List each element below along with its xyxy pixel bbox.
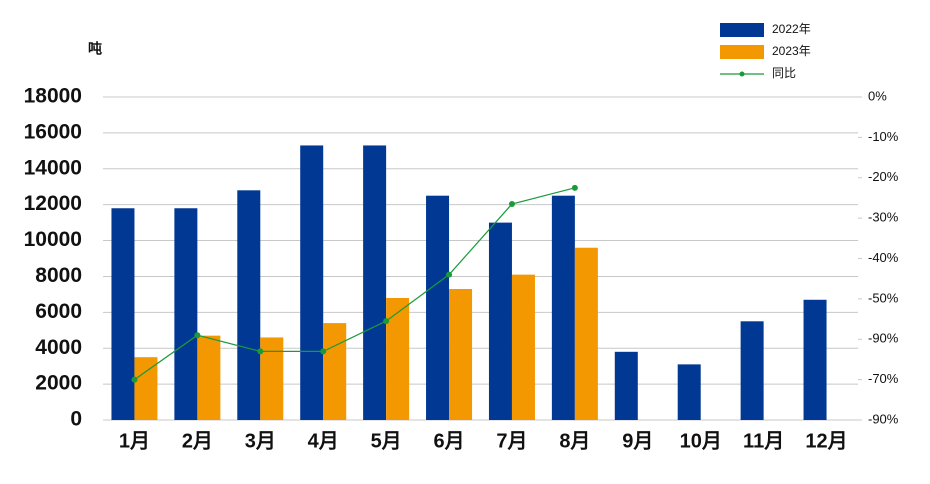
bar: [174, 208, 198, 420]
bar: [134, 357, 158, 420]
bar: [574, 247, 598, 420]
y-tick-label: 16000: [24, 120, 82, 143]
legend-label: 2023年: [772, 44, 811, 58]
x-tick-label: 3月: [245, 430, 276, 452]
y-tick-label: 4000: [35, 336, 82, 359]
bar: [260, 337, 284, 420]
y2-tick-label: -90%: [868, 331, 899, 346]
y-tick-label: 8000: [35, 264, 82, 287]
bar: [363, 145, 387, 420]
y2-tick-label: 0%: [868, 88, 887, 103]
bar: [197, 335, 221, 420]
bar: [449, 289, 473, 420]
line: [134, 187, 576, 381]
x-tick-label: 8月: [559, 430, 590, 452]
unit-label: 吨: [88, 41, 102, 57]
y-tick-label: 18000: [24, 85, 82, 108]
y2-tick-label: -70%: [868, 371, 899, 386]
bar: [300, 145, 324, 420]
y2-tick-label: -30%: [868, 210, 899, 225]
x-tick-label: 4月: [308, 430, 339, 452]
y-tick-label: 12000: [24, 192, 82, 215]
x-tick-label: 5月: [371, 430, 402, 452]
bar: [677, 364, 701, 420]
legend-swatch: [739, 71, 745, 77]
line-marker: [320, 348, 327, 355]
legend-label: 同比: [772, 66, 796, 80]
line-marker: [131, 376, 138, 383]
x-tick-label: 10月: [680, 430, 722, 452]
y-tick-label: 6000: [35, 300, 82, 323]
line-marker: [508, 200, 515, 207]
bar: [551, 195, 575, 420]
line-marker: [446, 271, 453, 278]
y-tick-label: 2000: [35, 372, 82, 395]
y-tick-label: 10000: [24, 228, 82, 251]
y-tick-label: 14000: [24, 156, 82, 179]
legend-label: 2022年: [772, 22, 811, 36]
x-tick-label: 1月: [119, 430, 150, 452]
bar: [111, 208, 135, 420]
bar: [323, 323, 347, 420]
bar: [426, 195, 450, 420]
line-marker: [383, 318, 390, 325]
bar: [386, 297, 410, 420]
x-tick-label: 6月: [433, 430, 464, 452]
bar: [237, 190, 261, 420]
bar: [614, 351, 638, 420]
x-tick-label: 11月: [743, 430, 784, 452]
x-tick-label: 2月: [182, 430, 213, 452]
line-marker: [571, 184, 578, 191]
bar: [511, 274, 535, 420]
y-tick-label: 0: [70, 408, 82, 431]
y2-tick-label: -50%: [868, 290, 899, 305]
y2-tick-label: -40%: [868, 250, 899, 265]
line-marker: [194, 332, 201, 339]
y2-tick-label: -10%: [868, 129, 899, 144]
y2-tick-label: -20%: [868, 169, 899, 184]
legend-swatch: [720, 45, 764, 59]
line-marker: [257, 348, 264, 355]
legend-swatch: [720, 23, 764, 37]
x-tick-label: 7月: [496, 430, 527, 452]
x-tick-label: 12月: [805, 430, 847, 452]
y2-tick-label: -90%: [868, 411, 899, 426]
bar: [803, 299, 827, 420]
bar: [488, 222, 512, 420]
bar: [740, 321, 764, 420]
x-tick-label: 9月: [622, 430, 653, 452]
